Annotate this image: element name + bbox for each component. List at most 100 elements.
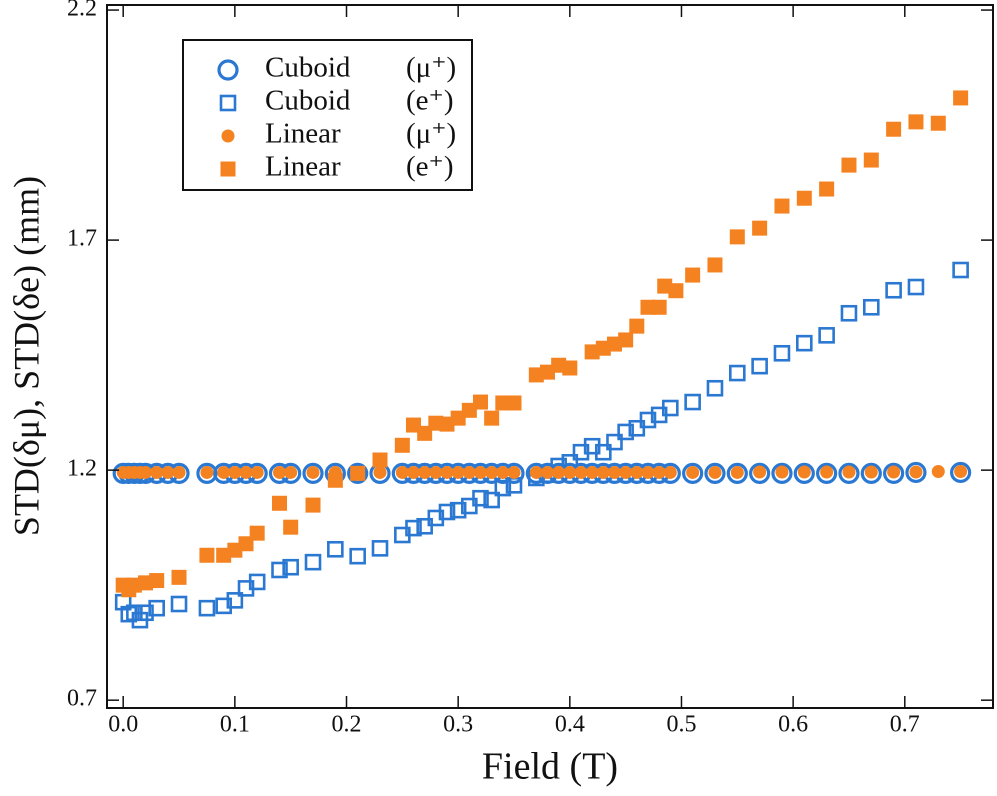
legend-name: Cuboid [265, 52, 351, 84]
point [819, 181, 835, 197]
point [684, 393, 701, 411]
point [796, 190, 812, 206]
point [271, 561, 288, 579]
y-axis-label: STD(δμ), STD(δe) (mm) [6, 176, 46, 536]
point [771, 462, 793, 484]
point [619, 465, 633, 479]
point [418, 465, 432, 479]
point [793, 462, 815, 484]
point [596, 465, 610, 479]
point [198, 599, 216, 617]
point [707, 257, 723, 273]
legend-name: Linear [265, 118, 341, 150]
x-axis-label: Field (T) [482, 746, 618, 788]
point [226, 592, 244, 609]
point [540, 465, 554, 479]
point [171, 569, 187, 585]
point [606, 433, 623, 451]
point [630, 465, 644, 479]
point [618, 332, 634, 348]
point [668, 283, 684, 299]
point [820, 465, 834, 479]
point [574, 465, 588, 479]
point [860, 462, 882, 484]
legend-symbol [219, 94, 237, 112]
point [272, 495, 288, 511]
point [773, 344, 791, 362]
point [472, 394, 488, 410]
point [347, 462, 369, 484]
point [529, 465, 543, 479]
point [706, 379, 724, 397]
point [395, 465, 409, 479]
point [371, 540, 389, 557]
point [863, 152, 879, 168]
point [862, 298, 880, 316]
point [887, 465, 901, 479]
point [161, 465, 175, 479]
point [394, 437, 410, 453]
point [172, 465, 186, 479]
point [284, 465, 298, 479]
point [349, 547, 366, 565]
point [462, 465, 476, 479]
legend-particle: (μ⁺) [406, 52, 456, 84]
point [327, 472, 343, 488]
point [729, 229, 745, 245]
point [250, 465, 264, 479]
point [595, 443, 612, 461]
point [438, 503, 456, 521]
point [327, 540, 344, 558]
x-tick-label: 0.5 [666, 712, 696, 738]
y-tick-label: 1.2 [67, 456, 97, 482]
point [886, 121, 902, 137]
point [473, 465, 487, 479]
point [952, 261, 969, 279]
legend: Cuboid (μ⁺) Cuboid (e⁺) Linear (μ⁺) Linear (e⁺) [217, 52, 456, 183]
x-tick-label: 0.6 [778, 712, 808, 738]
point [617, 423, 634, 441]
point [451, 465, 465, 479]
point [239, 465, 253, 479]
legend-symbol [217, 59, 239, 81]
point [139, 465, 153, 479]
legend-name: Linear [265, 151, 341, 183]
point [751, 357, 768, 375]
point [651, 299, 667, 315]
point [306, 465, 320, 479]
point [639, 411, 657, 429]
point [775, 465, 789, 479]
point [440, 465, 454, 479]
point [302, 462, 324, 484]
point [908, 114, 924, 130]
point [749, 462, 771, 484]
point [708, 465, 722, 479]
point [228, 465, 242, 479]
point [641, 465, 655, 479]
point [607, 465, 621, 479]
point [429, 465, 443, 479]
x-tick-label: 0.4 [555, 712, 585, 738]
point [485, 465, 499, 479]
marks [112, 90, 972, 629]
point [282, 558, 299, 576]
point [883, 462, 905, 484]
point [838, 462, 860, 484]
point [864, 465, 878, 479]
legend-particle: (e⁺) [406, 85, 454, 117]
point [170, 595, 188, 613]
point [930, 115, 946, 131]
legend-symbol [221, 129, 235, 143]
point [215, 597, 232, 615]
x-tick-label: 0.0 [108, 712, 138, 738]
point [774, 198, 790, 214]
point [373, 465, 387, 479]
point [885, 281, 902, 299]
point [816, 462, 838, 484]
point [273, 465, 287, 479]
point [304, 553, 322, 571]
point [818, 327, 835, 344]
legend-name: Cuboid [265, 85, 351, 117]
